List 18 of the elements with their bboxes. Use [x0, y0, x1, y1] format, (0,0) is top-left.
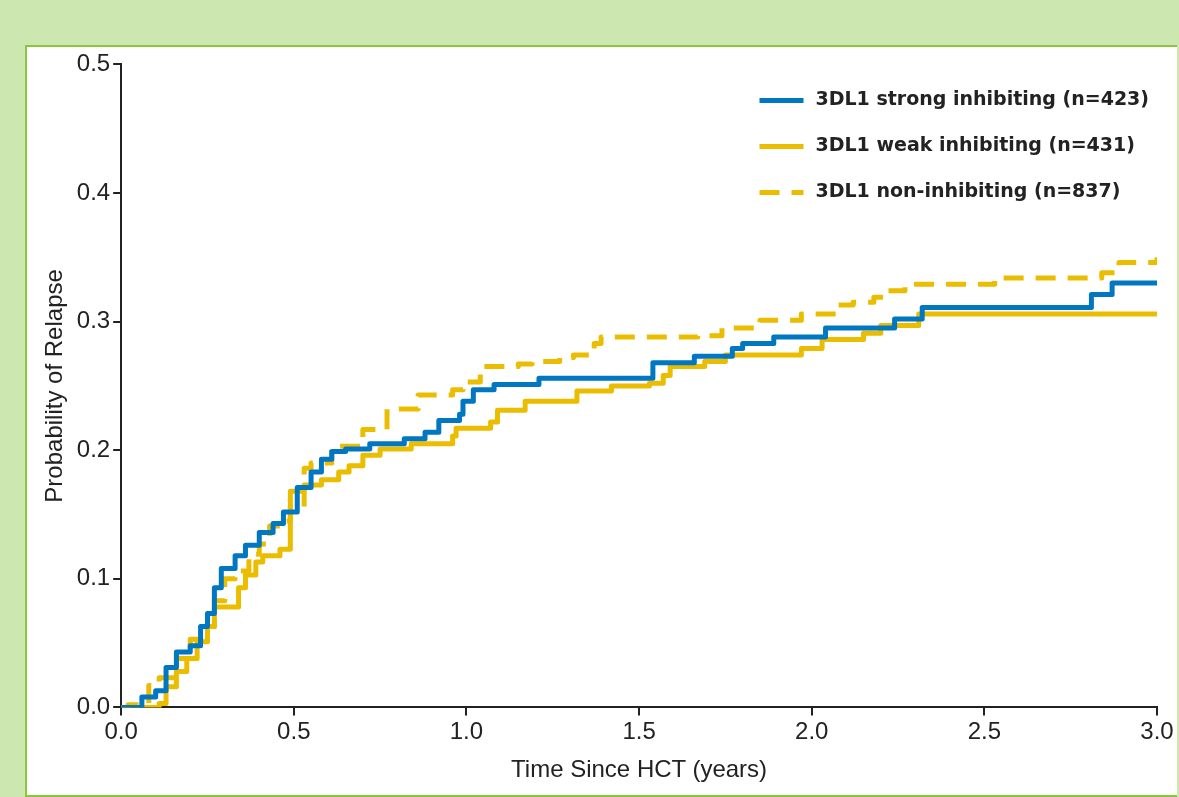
- x-tick-label: 0.0: [104, 717, 138, 745]
- y-tick-label: 0.3: [76, 306, 111, 334]
- x-tick-label: 2.5: [967, 717, 1002, 745]
- legend-label: 3DL1 weak inhibiting (n=431): [815, 133, 1135, 156]
- legend-label: 3DL1 non-inhibiting (n=837): [815, 179, 1121, 202]
- y-tick-label: 0.1: [76, 563, 111, 591]
- y-tick-label: 0.4: [76, 177, 111, 205]
- y-axis-title: Probability of Relapse: [40, 269, 68, 503]
- x-tick-label: 2.0: [795, 717, 829, 745]
- y-tick-label: 0.0: [76, 692, 111, 720]
- x-tick-label: 0.5: [277, 717, 311, 745]
- legend-label: 3DL1 strong inhibiting (n=423): [815, 87, 1150, 110]
- y-tick-label: 0.2: [76, 434, 111, 462]
- x-tick-label: 1.0: [449, 717, 484, 745]
- x-tick-label: 1.5: [622, 717, 656, 745]
- x-tick-label: 3.0: [1140, 717, 1174, 745]
- x-axis-title: Time Since HCT (years): [511, 755, 768, 783]
- y-tick-label: 0.5: [76, 49, 111, 77]
